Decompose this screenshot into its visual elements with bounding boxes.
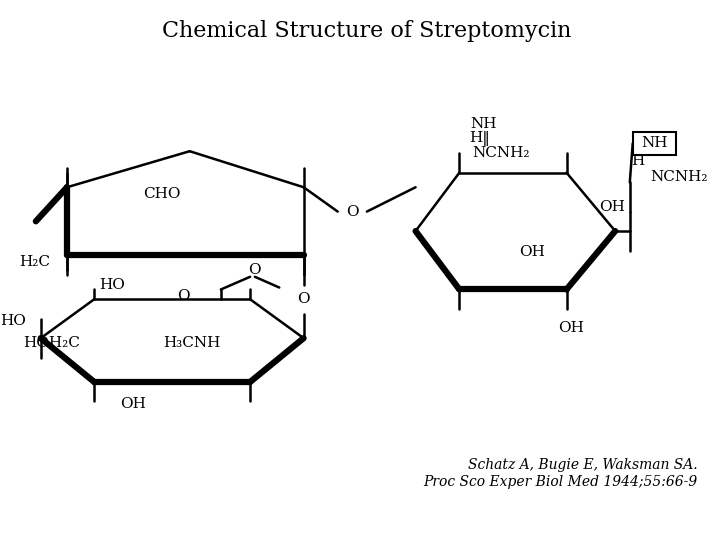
Text: Schatz A, Bugie E, Waksman SA.: Schatz A, Bugie E, Waksman SA. [468, 458, 698, 472]
Text: HO: HO [99, 278, 125, 292]
Text: H₃CNH: H₃CNH [163, 336, 221, 350]
Text: CHO: CHO [143, 187, 181, 201]
Text: H: H [631, 154, 644, 168]
Text: NH: NH [470, 117, 497, 131]
Text: Chemical Structure of Streptomycin: Chemical Structure of Streptomycin [162, 21, 572, 43]
Text: H‖: H‖ [469, 131, 490, 146]
Text: HO: HO [0, 314, 26, 328]
Text: HOH₂C: HOH₂C [23, 336, 80, 350]
Text: Proc Sco Exper Biol Med 1944;55:66-9: Proc Sco Exper Biol Med 1944;55:66-9 [423, 475, 698, 489]
Text: OH: OH [559, 321, 585, 335]
Text: O: O [346, 205, 359, 219]
FancyBboxPatch shape [633, 132, 675, 155]
Text: O: O [178, 289, 190, 303]
Text: H₂C: H₂C [19, 255, 50, 269]
Text: OH: OH [120, 397, 146, 411]
Text: NCNH₂: NCNH₂ [472, 146, 530, 160]
Text: OH: OH [520, 246, 545, 260]
Text: NH: NH [641, 137, 667, 151]
Text: NCNH₂: NCNH₂ [650, 171, 708, 185]
Text: O: O [297, 292, 310, 306]
Text: O: O [248, 263, 261, 277]
Text: OH: OH [598, 200, 624, 214]
